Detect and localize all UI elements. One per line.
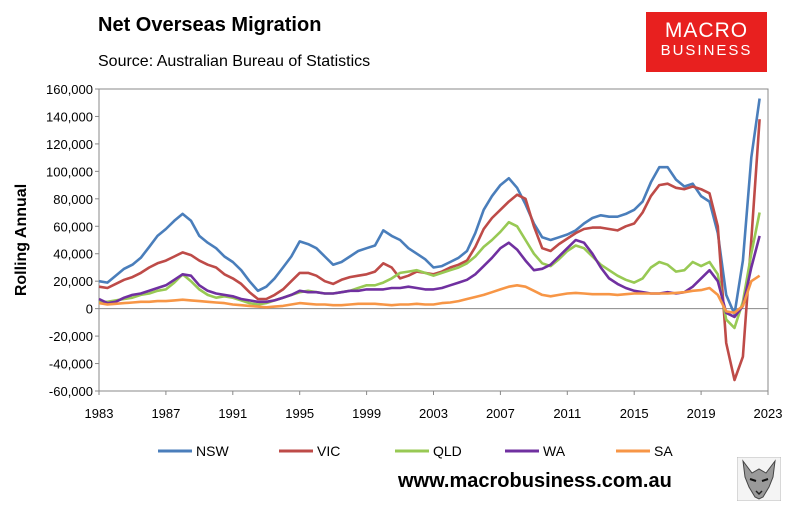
y-axis-label: Rolling Annual bbox=[13, 184, 30, 296]
axes: -60,000 -40,000 -20,000 0 20,000 40,000 60,000… bbox=[13, 82, 782, 421]
y-tick-label: 80,000 bbox=[53, 192, 93, 207]
legend-label-vic: VIC bbox=[317, 443, 340, 459]
x-tick-label: 1991 bbox=[218, 406, 247, 421]
y-tick-label: 0 bbox=[86, 302, 93, 317]
wolf-icon bbox=[737, 457, 781, 501]
y-tick-label: -20,000 bbox=[49, 329, 93, 344]
logo-line-1: MACRO bbox=[664, 19, 749, 42]
x-tick-label: 1987 bbox=[151, 406, 180, 421]
x-tick-label: 2019 bbox=[687, 406, 716, 421]
chart-title: Net Overseas Migration bbox=[98, 14, 322, 36]
x-tick-label: 2003 bbox=[419, 406, 448, 421]
x-tick-label: 2023 bbox=[754, 406, 783, 421]
logo-line-2: BUSINESS bbox=[660, 42, 753, 59]
y-tick-label: 100,000 bbox=[46, 164, 93, 179]
y-tick-label: 160,000 bbox=[46, 82, 93, 97]
x-tick-label: 2011 bbox=[553, 406, 581, 421]
legend-label-nsw: NSW bbox=[196, 443, 229, 459]
y-tick-label: 40,000 bbox=[53, 247, 93, 262]
macrobusiness-logo[interactable]: MACRO BUSINESS bbox=[646, 12, 767, 72]
y-tick-label: -40,000 bbox=[49, 357, 93, 372]
x-tick-label: 1983 bbox=[85, 406, 114, 421]
legend-label-sa: SA bbox=[654, 443, 673, 459]
x-tick-label: 1999 bbox=[352, 406, 381, 421]
series-line-sa bbox=[98, 274, 761, 315]
x-tick-label: 2015 bbox=[620, 406, 649, 421]
legend: NSW VIC QLD WA SA bbox=[158, 443, 673, 459]
x-tick-label: 2007 bbox=[486, 406, 515, 421]
y-tick-label: -60,000 bbox=[49, 384, 93, 399]
y-tick-label: 140,000 bbox=[46, 109, 93, 124]
y-tick-label: 20,000 bbox=[53, 274, 93, 289]
legend-label-wa: WA bbox=[543, 443, 566, 459]
y-tick-label: 60,000 bbox=[53, 219, 93, 234]
chart-source: Source: Australian Bureau of Statistics bbox=[98, 53, 371, 70]
series-line-qld bbox=[99, 212, 761, 330]
x-tick-label: 1995 bbox=[285, 406, 314, 421]
plot-area bbox=[98, 88, 769, 392]
y-tick-label: 120,000 bbox=[46, 137, 93, 152]
legend-label-qld: QLD bbox=[433, 443, 462, 459]
series-line-nsw bbox=[98, 98, 761, 316]
website-link[interactable]: www.macrobusiness.com.au bbox=[398, 470, 672, 492]
series-lines bbox=[98, 98, 761, 382]
